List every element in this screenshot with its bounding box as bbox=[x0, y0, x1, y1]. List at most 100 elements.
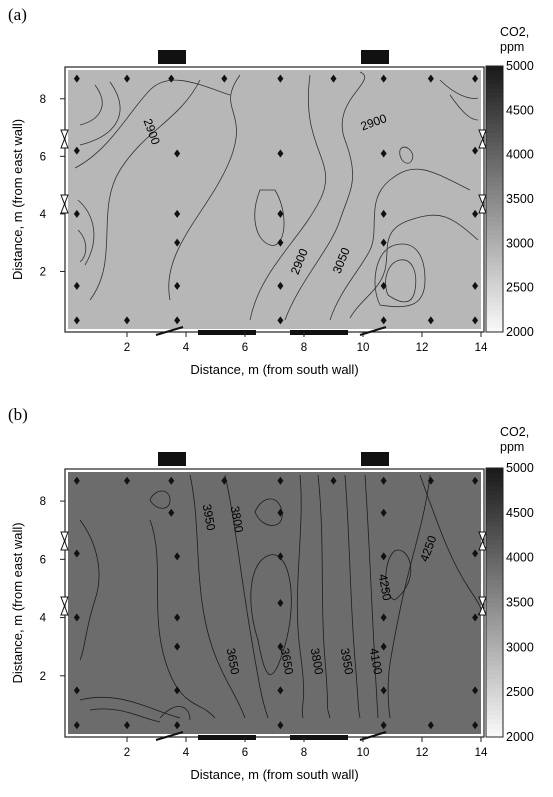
colorbar-step bbox=[486, 710, 503, 715]
colorbar-step bbox=[486, 544, 503, 550]
y-tick-label: 8 bbox=[40, 496, 46, 508]
measurement-point bbox=[73, 209, 80, 218]
colorbar-step bbox=[486, 606, 503, 612]
measurement-point bbox=[380, 613, 387, 622]
colorbar-title: ppm bbox=[500, 40, 524, 54]
x-tick-label: 6 bbox=[242, 747, 248, 759]
colorbar-step bbox=[486, 611, 503, 617]
colorbar-step bbox=[486, 97, 503, 102]
measurement-point bbox=[124, 721, 130, 730]
colorbar-tick-label: 2500 bbox=[506, 685, 534, 699]
colorbar-step bbox=[486, 88, 503, 93]
colorbar-step bbox=[486, 696, 503, 702]
measurement-point bbox=[472, 209, 479, 218]
measurement-point bbox=[380, 209, 387, 218]
measurement-point bbox=[330, 476, 337, 485]
colorbar-step bbox=[486, 110, 503, 116]
contour-line bbox=[399, 146, 414, 164]
contour-label: 3950 bbox=[338, 647, 356, 676]
colorbar-step bbox=[486, 687, 503, 693]
measurement-points bbox=[73, 476, 479, 730]
measurement-point bbox=[380, 238, 387, 247]
contour-line bbox=[364, 474, 379, 719]
measurement-point bbox=[472, 686, 479, 695]
colorbar-step bbox=[486, 490, 503, 496]
measurement-point bbox=[380, 721, 387, 730]
colorbar-step bbox=[486, 521, 503, 527]
colorbar-step bbox=[486, 252, 503, 258]
contour-line bbox=[249, 74, 327, 321]
door-right bbox=[359, 731, 387, 741]
measurement-point bbox=[73, 721, 80, 730]
colorbar-step bbox=[486, 512, 503, 518]
colorbar-step bbox=[486, 314, 503, 320]
measurement-point bbox=[124, 74, 130, 83]
colorbar-step bbox=[486, 499, 503, 505]
colorbar-step bbox=[486, 589, 503, 594]
contour-line bbox=[74, 79, 231, 169]
colorbar-title: ppm bbox=[500, 440, 524, 454]
door-left bbox=[155, 731, 184, 741]
y-axis-label: Distance, m (from east wall) bbox=[10, 119, 25, 280]
contour-line bbox=[89, 708, 161, 723]
measurement-point bbox=[73, 686, 80, 695]
measurement-point bbox=[73, 549, 80, 558]
measurement-point bbox=[221, 74, 228, 83]
colorbar-tick-label: 3500 bbox=[506, 596, 534, 610]
x-tick-label: 8 bbox=[301, 747, 307, 759]
colorbar-step bbox=[486, 119, 503, 125]
y-tick-label: 4 bbox=[40, 613, 47, 625]
colorbar-step bbox=[486, 327, 503, 333]
colorbar: 5000 4500 4000 3500 3000 2500 2000 CO2,ppm bbox=[485, 425, 534, 744]
colorbar-title: CO2, bbox=[500, 25, 529, 39]
window-top-right bbox=[361, 50, 389, 64]
colorbar-step bbox=[486, 719, 503, 724]
colorbar-step bbox=[486, 261, 503, 266]
measurement-point bbox=[73, 613, 80, 622]
colorbar-step bbox=[486, 517, 503, 523]
measurement-point bbox=[174, 552, 181, 561]
contour-line bbox=[387, 474, 431, 719]
y-axis: 2 4 6 8 bbox=[40, 496, 65, 683]
contour-line bbox=[296, 474, 305, 719]
contour-line bbox=[385, 259, 417, 303]
colorbar-tick-label: 3500 bbox=[506, 192, 534, 206]
colorbar-tick-label: 4000 bbox=[506, 551, 534, 565]
measurement-point bbox=[472, 146, 479, 155]
colorbar-tick-label: 2000 bbox=[506, 730, 534, 744]
measurement-point bbox=[174, 721, 181, 730]
colorbar-step bbox=[486, 287, 503, 293]
colorbar-step bbox=[486, 79, 503, 85]
colorbar-step bbox=[486, 584, 503, 590]
colorbar-step bbox=[486, 692, 503, 698]
contour-line bbox=[79, 81, 121, 146]
contour-line bbox=[168, 74, 241, 301]
colorbar-step bbox=[486, 128, 503, 133]
x-axis-label: Distance, m (from south wall) bbox=[190, 362, 358, 377]
contour-line bbox=[77, 229, 87, 263]
colorbar-step bbox=[486, 185, 503, 191]
x-axis-label: Distance, m (from south wall) bbox=[190, 767, 358, 782]
colorbar-step bbox=[486, 296, 503, 302]
colorbar-step bbox=[486, 243, 503, 249]
contour-lines bbox=[74, 71, 479, 321]
colorbar-step bbox=[486, 300, 503, 306]
contour-label: 3950 bbox=[200, 503, 218, 532]
colorbar-step bbox=[486, 728, 503, 733]
colorbar-step bbox=[486, 624, 503, 630]
colorbar-step bbox=[486, 476, 503, 482]
colorbar-step bbox=[486, 633, 503, 639]
contour-field bbox=[68, 70, 481, 329]
contour-line bbox=[254, 189, 285, 246]
y-axis-label: Distance, m (from east wall) bbox=[10, 522, 25, 683]
contour-line bbox=[89, 79, 201, 301]
colorbar-step bbox=[486, 539, 503, 545]
x-tick-label: 12 bbox=[416, 342, 429, 354]
measurement-point bbox=[168, 508, 175, 517]
colorbar-step bbox=[486, 274, 503, 280]
door-right bbox=[359, 326, 387, 336]
window-bottom-left bbox=[198, 330, 256, 335]
colorbar-step bbox=[486, 318, 503, 324]
colorbar-step bbox=[486, 265, 503, 271]
